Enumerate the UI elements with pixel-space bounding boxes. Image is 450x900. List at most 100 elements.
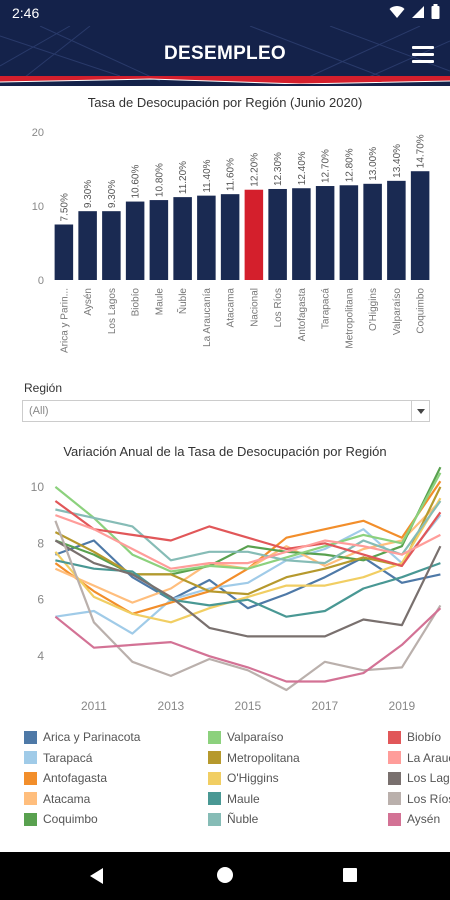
legend-item[interactable]: Aysén: [388, 812, 440, 826]
bar: [102, 211, 121, 280]
region-filter-select[interactable]: (All): [22, 400, 430, 422]
bar-category-label: Nacional: [249, 288, 260, 327]
line-chart-y-tick-label: 10: [31, 480, 45, 494]
bar-value-label: 11.60%: [226, 158, 237, 191]
legend-swatch: [208, 730, 221, 744]
menu-button[interactable]: [412, 46, 434, 64]
bar: [292, 188, 311, 280]
status-time: 2:46: [12, 5, 40, 21]
bar-category-label: La Araucanía: [202, 288, 213, 347]
legend-label: Maule: [227, 791, 260, 806]
dropdown-arrow-icon[interactable]: [411, 401, 429, 421]
series-line: [54, 539, 442, 638]
bar: [339, 185, 359, 280]
series-line: [54, 520, 442, 692]
bar-value-label: 12.80%: [344, 148, 355, 182]
line-chart-title: Variación Anual de la Tasa de Desocupaci…: [63, 444, 387, 459]
legend-label: Antofagasta: [43, 771, 108, 785]
home-icon[interactable]: [217, 867, 233, 883]
bar-category-label: Maule: [154, 288, 165, 316]
bar-category-label: Coquimbo: [416, 288, 427, 334]
legend-swatch: [24, 751, 37, 764]
bar-category-label: Ñuble: [176, 288, 189, 315]
bar: [173, 197, 192, 280]
legend-swatch: [208, 792, 221, 805]
bar-category-label: Atacama: [226, 288, 237, 328]
series-line: [55, 500, 442, 565]
legend-swatch: [208, 812, 221, 826]
bar-value-label: 12.40%: [297, 151, 308, 185]
back-icon[interactable]: [90, 868, 104, 884]
legend-label: Tarapacá: [43, 750, 93, 765]
header-decoration: [0, 26, 450, 82]
legend-item[interactable]: Atacama: [24, 792, 90, 806]
region-filter-value: (All): [29, 405, 49, 417]
legend-item[interactable]: Biobío: [388, 730, 441, 744]
line-chart-x-tick-label: 2017: [312, 699, 339, 713]
legend-item[interactable]: Los Lagos: [388, 771, 450, 785]
legend-item[interactable]: Los Ríos: [388, 792, 450, 806]
region-filter-label: Región: [24, 381, 63, 395]
line-chart-y-tick-label: 6: [37, 593, 44, 607]
legend-item[interactable]: Coquimbo: [24, 812, 98, 826]
bar-category-label: Tarapacá: [321, 288, 332, 330]
bar: [125, 201, 145, 280]
bar-chart-title: Tasa de Desocupación por Región (Junio 2…: [87, 95, 363, 110]
bar-category-label: Biobío: [131, 288, 142, 317]
legend-label: O'Higgins: [227, 771, 279, 785]
legend-label: La Araucanía: [407, 750, 450, 765]
legend-item[interactable]: Arica y Parinacota: [24, 730, 140, 744]
bar: [244, 189, 264, 280]
series-line: [55, 539, 441, 610]
line-chart-x-tick-label: 2019: [389, 699, 416, 713]
bar: [54, 224, 74, 280]
line-chart: 4 6 8 10 2011 2013 2015 2017 2019: [31, 466, 442, 713]
bar: [149, 200, 169, 280]
bar-value-label: 11.40%: [202, 159, 213, 192]
bar-chart-y-tick-label: 20: [32, 127, 44, 139]
legend-item[interactable]: Ñuble: [208, 812, 258, 826]
legend-swatch: [208, 771, 221, 785]
legend-item[interactable]: Antofagasta: [24, 771, 107, 785]
line-chart-legend: Arica y Parinacota Tarapacá Antofagasta Ata…: [0, 726, 450, 836]
app-title: DESEMPLEO: [164, 43, 286, 64]
line-chart-y-tick-label: 4: [37, 649, 44, 663]
series-line: [55, 514, 441, 570]
legend-item[interactable]: Tarapacá: [24, 751, 92, 765]
legend-label: Arica y Parinacota: [43, 730, 141, 744]
bar: [220, 194, 240, 280]
legend-item[interactable]: Maule: [208, 792, 260, 806]
legend-item[interactable]: Valparaíso: [208, 730, 283, 744]
legend-item[interactable]: La Araucanía: [388, 751, 450, 765]
legend-label: Los Ríos: [407, 791, 450, 806]
bar-value-label: 7.50%: [59, 193, 70, 221]
legend-label: Valparaíso: [227, 730, 284, 744]
legend-item[interactable]: Metropolitana: [208, 751, 300, 765]
legend-swatch: [24, 792, 37, 805]
legend-label: Aysén: [407, 812, 441, 826]
header-red-stripe: [0, 76, 450, 84]
status-icons: [389, 4, 440, 19]
bar: [387, 180, 406, 280]
bar-value-label: 13.00%: [368, 147, 379, 181]
bar: [410, 171, 430, 280]
legend-label: Los Lagos: [407, 771, 450, 785]
legend-swatch: [388, 771, 401, 785]
legend-label: Metropolitana: [227, 750, 300, 765]
menu-icon-bar: [412, 60, 434, 63]
battery-icon: [431, 4, 440, 19]
legend-label: Coquimbo: [43, 812, 98, 826]
line-chart-y-tick-label: 8: [37, 536, 44, 550]
bar-category-label: Metropolitana: [344, 288, 355, 349]
bar-chart: 0 10 20 7.50% Arica y Parin... 9.30% Aysén 9.30…: [32, 127, 430, 353]
legend-swatch: [208, 751, 221, 764]
recent-apps-icon[interactable]: [343, 868, 357, 882]
legend-item[interactable]: O'Higgins: [208, 771, 279, 785]
bar-value-label: 9.30%: [83, 180, 94, 208]
series-line: [55, 514, 442, 635]
status-bar: 2:46: [0, 0, 450, 26]
legend-swatch: [388, 792, 401, 805]
bar-category-label: Valparaíso: [392, 288, 403, 336]
navigation-bar: [0, 852, 450, 900]
bar: [268, 188, 287, 280]
